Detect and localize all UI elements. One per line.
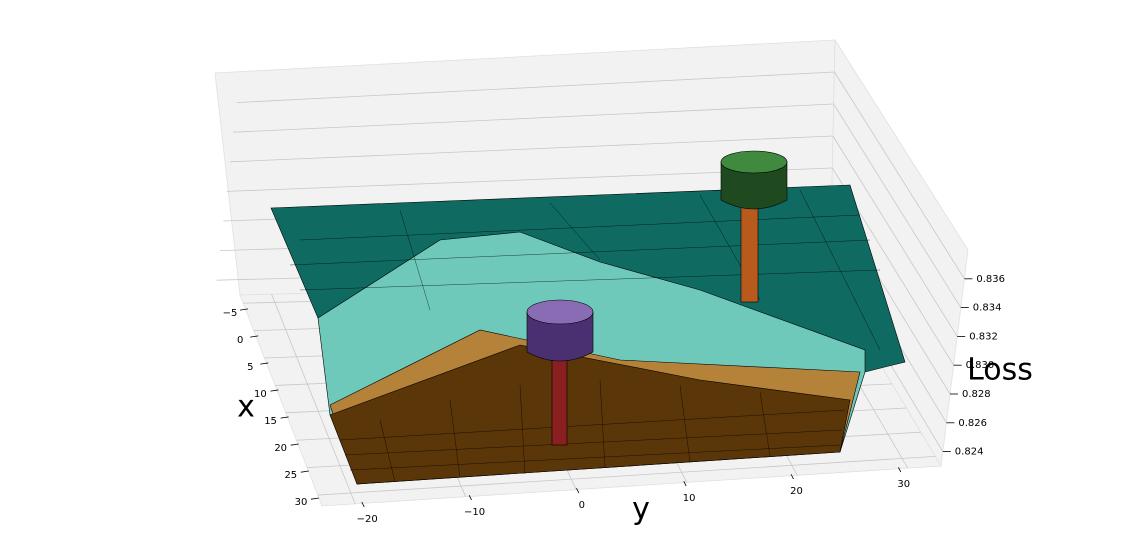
tick-mark: [468, 494, 472, 501]
tick-mark: [361, 501, 365, 508]
tick-mark: [790, 474, 794, 480]
x-tick-label: 20: [274, 443, 287, 454]
z-tick-label: 0.830: [966, 360, 995, 371]
x-axis-label: x: [237, 390, 255, 425]
grid-line: [832, 135, 958, 337]
z-tick-label: 0.832: [969, 331, 998, 342]
grid-line: [229, 135, 834, 163]
x-tick-label: 30: [295, 497, 308, 508]
tick-mark: [300, 470, 309, 473]
stem-orange: [740, 199, 759, 303]
tick-mark: [310, 497, 320, 500]
grid-line: [233, 103, 834, 133]
grid-line: [236, 71, 835, 103]
y-axis-label: y: [632, 492, 650, 527]
tick-mark: [683, 481, 687, 487]
z-axis-label: Loss: [967, 353, 1033, 388]
y-tick-label: −20: [357, 514, 378, 525]
x-tick-label: 15: [264, 416, 277, 427]
tick-mark: [260, 362, 269, 365]
z-tick-label: 0.824: [955, 447, 984, 458]
y-tick-label: 0: [579, 500, 585, 511]
grid-line: [833, 103, 962, 308]
tick-mark: [290, 443, 299, 446]
x-tick-label: −5: [223, 308, 238, 319]
grid-line: [271, 294, 356, 505]
tick-mark: [898, 467, 902, 473]
cap-side: [720, 161, 788, 210]
tick-mark: [576, 488, 580, 494]
x-tick-label: 25: [284, 470, 297, 481]
grid-line: [317, 455, 936, 496]
y-tick-label: 30: [897, 479, 910, 490]
y-tick-label: 10: [683, 493, 696, 504]
tick-mark: [270, 389, 279, 392]
tick-mark: [239, 308, 249, 311]
y-tick-label: 20: [790, 486, 803, 497]
tick-mark: [250, 335, 259, 338]
y-tick-label: −10: [464, 507, 485, 518]
cylinders: [526, 150, 788, 446]
tick-mark: [280, 416, 289, 419]
cap-side: [526, 311, 594, 362]
x-tick-label: 5: [247, 362, 253, 373]
cap-top: [526, 299, 594, 325]
z-tick-label: 0.836: [976, 274, 1005, 285]
x-tick-label: 10: [254, 389, 267, 400]
mesh: [289, 189, 881, 483]
x-tick-label: 0: [237, 335, 243, 346]
grid-line: [833, 71, 965, 280]
z-tick-label: 0.828: [962, 389, 991, 400]
cap-top: [720, 150, 788, 174]
z-tick-label: 0.834: [973, 303, 1002, 314]
z-tick-label: 0.826: [958, 418, 987, 429]
